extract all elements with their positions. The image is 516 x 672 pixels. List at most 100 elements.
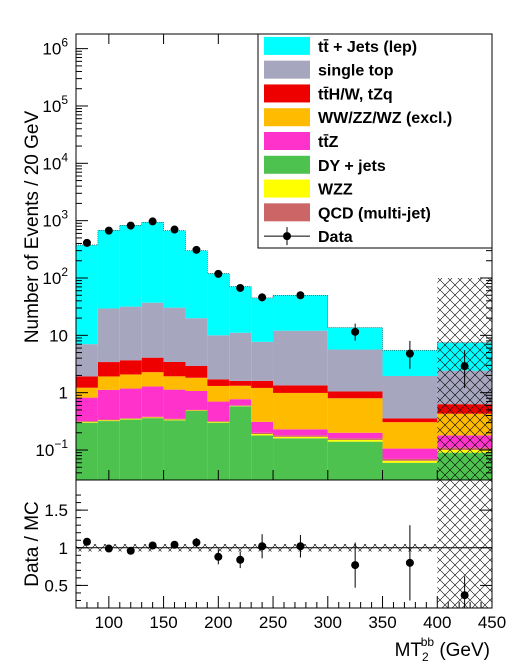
ratio-point-0	[82, 537, 91, 546]
bar-7-2	[119, 225, 142, 307]
bar-3-3	[141, 386, 164, 417]
bar-0-11	[382, 462, 438, 480]
legend-swatch-5	[264, 155, 310, 174]
bar-0-6	[207, 422, 230, 480]
bar-1-2	[119, 418, 142, 420]
legend-label-6: WZZ	[318, 182, 353, 199]
bar-4-2	[119, 374, 142, 389]
bar-5-1	[97, 362, 120, 377]
bar-5-0	[76, 376, 98, 388]
legend: tt̄ + Jets (lep) single top tt̄H/W, tZq WW/…	[257, 33, 493, 249]
bar-4-11	[382, 422, 438, 449]
legend-swatch-4	[264, 132, 310, 150]
bar-0-7	[229, 406, 252, 480]
ratio-point-9	[296, 542, 305, 551]
legend-label-8: Data	[318, 229, 353, 246]
x-tick-label-7: 450	[478, 613, 506, 632]
bar-4-4	[163, 376, 186, 390]
y-tick-label-1: 1	[59, 384, 68, 403]
bar-4-3	[141, 372, 164, 387]
y-tick-label-2: 10	[49, 326, 68, 345]
legend-swatch-6	[264, 179, 310, 198]
x-tick-label-4: 300	[314, 613, 342, 632]
bar-7-7	[229, 286, 252, 333]
data-point-6	[214, 269, 223, 278]
ratio-point-6	[214, 552, 223, 561]
bar-1-6	[207, 421, 230, 423]
bar-0-9	[273, 438, 328, 480]
y-tick-label-7: 106	[42, 36, 68, 59]
bar-6-7	[229, 332, 252, 381]
bar-6-3	[141, 302, 164, 358]
y-tick-label-3: 102	[42, 265, 68, 288]
data-point-12	[460, 362, 469, 371]
ratio-y-tick-label-1: 1	[59, 539, 68, 558]
bar-3-7	[229, 399, 252, 406]
bar-1-9	[273, 436, 328, 439]
bar-2-8	[251, 432, 274, 435]
ratio-point-11	[405, 558, 414, 567]
bar-2-0	[76, 421, 98, 422]
data-point-5	[192, 245, 201, 254]
y-tick-label-0: 10−1	[35, 437, 68, 460]
bar-4-10	[327, 398, 383, 433]
bar-2-6	[207, 421, 230, 422]
bar-7-3	[141, 222, 164, 303]
x-tick-label-2: 200	[204, 613, 232, 632]
bar-6-10	[327, 349, 383, 392]
y-tick-label-5: 104	[42, 150, 68, 173]
bar-5-11	[382, 418, 438, 423]
bar-2-10	[327, 438, 383, 440]
bar-5-8	[251, 380, 274, 388]
bar-1-10	[327, 439, 383, 442]
bar-6-1	[97, 308, 120, 363]
bar-6-11	[382, 375, 438, 419]
bar-4-7	[229, 385, 252, 400]
bar-7-0	[76, 244, 98, 345]
bar-5-10	[327, 391, 383, 399]
ratio-point-5	[192, 538, 201, 547]
ratio-y-tick-label-0: 0.5	[44, 576, 68, 595]
ratio-point-3	[148, 541, 157, 550]
bar-4-1	[97, 376, 120, 390]
bar-7-4	[163, 230, 186, 308]
bar-1-11	[382, 460, 438, 463]
bar-1-1	[97, 420, 120, 422]
data-point-0	[82, 238, 91, 247]
x-tick-label-6: 400	[423, 613, 451, 632]
legend-data-marker	[283, 232, 291, 241]
legend-label-3: WW/ZZ/WZ (excl.)	[318, 110, 452, 127]
ratio-point-8	[258, 542, 267, 551]
y-tick-label-4: 103	[42, 208, 68, 231]
bar-3-4	[163, 389, 186, 419]
main-panel: 10−1 1 10 102 103 104 105 106 Number of Events /…	[22, 33, 493, 481]
bar-7-6	[207, 273, 230, 336]
data-point-7	[236, 283, 245, 292]
legend-swatch-1	[264, 60, 310, 79]
data-point-4	[170, 225, 179, 234]
ratio-y-tick-label-2: 1.5	[44, 501, 68, 520]
bar-3-11	[382, 448, 438, 459]
bar-5-3	[141, 357, 164, 373]
bar-4-8	[251, 387, 274, 422]
ratio-point-2	[126, 546, 135, 555]
ratio-point-1	[104, 544, 113, 553]
x-tick-label-1: 150	[149, 613, 177, 632]
bar-0-3	[141, 418, 164, 480]
bar-3-1	[97, 389, 120, 420]
bar-3-9	[273, 429, 328, 436]
x-tick-label-5: 350	[368, 613, 396, 632]
bar-4-9	[273, 392, 328, 430]
bar-3-10	[327, 432, 383, 439]
bar-7-1	[97, 230, 120, 309]
bar-5-2	[119, 360, 142, 375]
bar-3-6	[207, 401, 230, 422]
legend-swatch-3	[264, 108, 310, 127]
bar-1-5	[185, 410, 208, 411]
bar-2-4	[163, 418, 186, 420]
data-point-11	[405, 349, 414, 358]
x-tick-label-0: 100	[95, 613, 123, 632]
x-axis-title: MT2bb (GeV)	[395, 635, 490, 664]
bar-5-7	[229, 380, 252, 386]
bar-4-6	[207, 385, 230, 402]
